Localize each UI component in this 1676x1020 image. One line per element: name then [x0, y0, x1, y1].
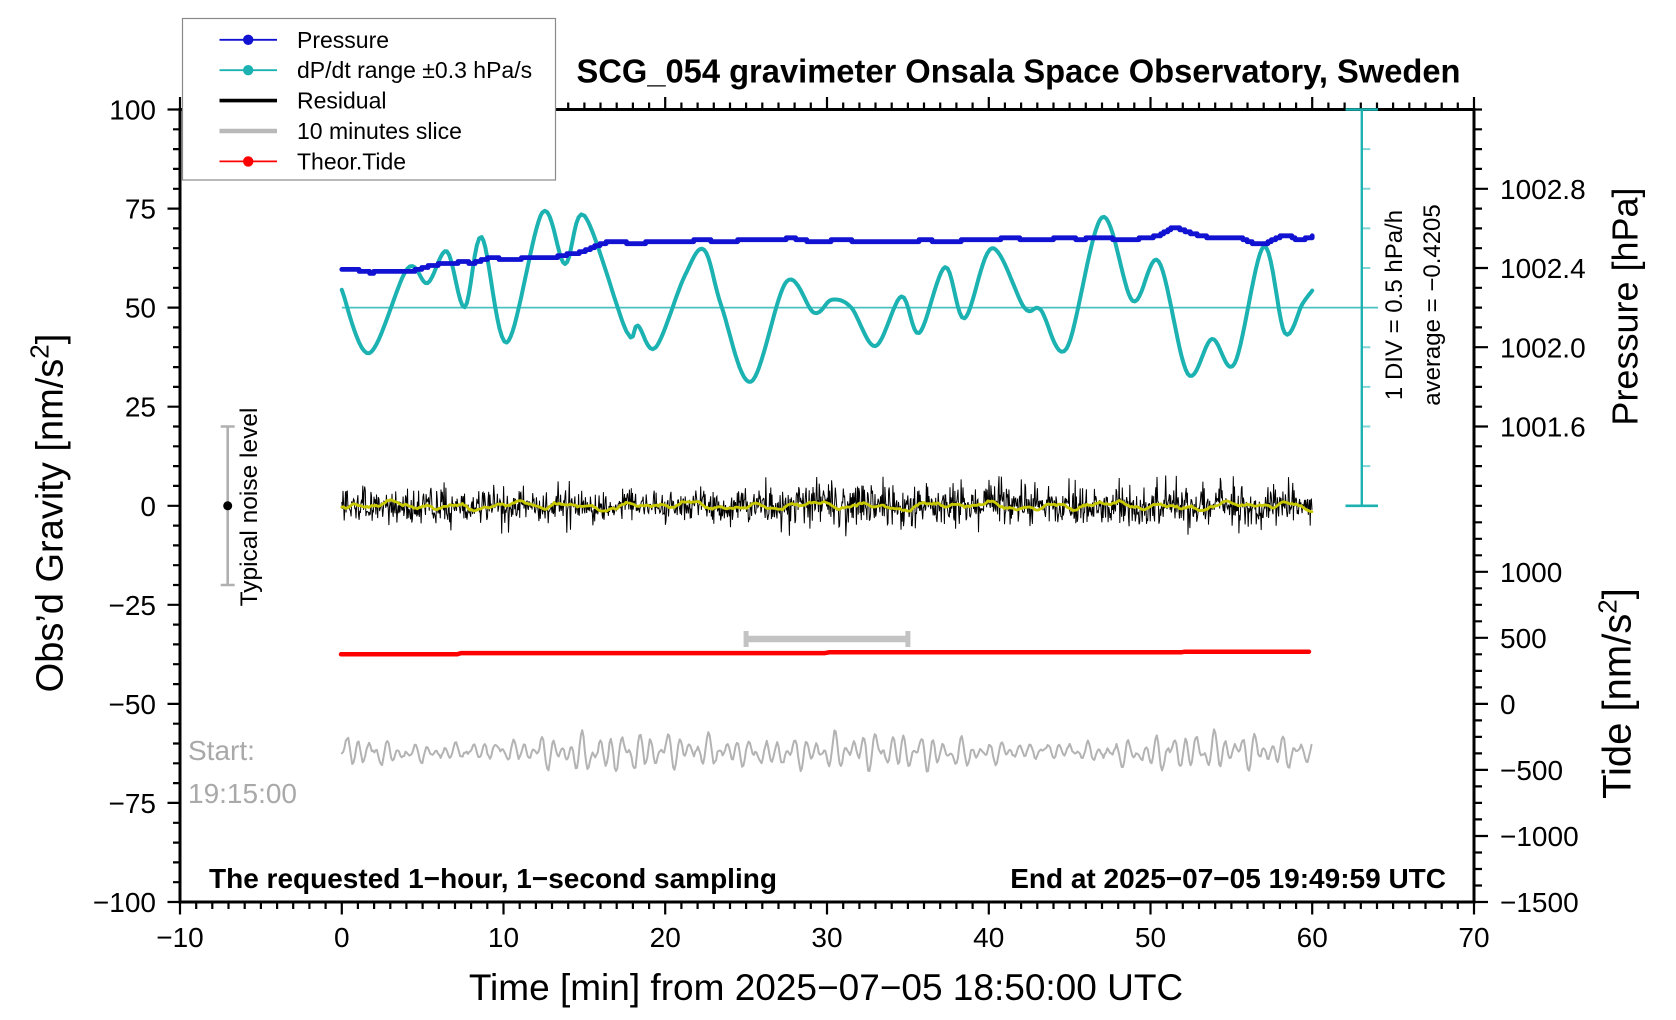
svg-text:Obs’d Gravity [nm/s2]: Obs’d Gravity [nm/s2] — [25, 334, 72, 693]
svg-text:Residual: Residual — [297, 88, 387, 114]
svg-text:The requested 1−hour, 1−second: The requested 1−hour, 1−second sampling — [209, 863, 777, 894]
svg-text:−100: −100 — [93, 887, 156, 918]
svg-text:50: 50 — [1135, 922, 1166, 953]
svg-text:Start:: Start: — [188, 735, 255, 766]
svg-text:40: 40 — [973, 922, 1004, 953]
svg-text:70: 70 — [1458, 922, 1489, 953]
svg-text:−1500: −1500 — [1500, 887, 1579, 918]
svg-text:75: 75 — [125, 194, 156, 225]
svg-text:60: 60 — [1297, 922, 1328, 953]
svg-text:Time [min] from 2025−07−05 18:: Time [min] from 2025−07−05 18:50:00 UTC — [469, 967, 1183, 1008]
svg-text:End at 2025−07−05 19:49:59 UTC: End at 2025−07−05 19:49:59 UTC — [1010, 863, 1446, 894]
svg-text:0: 0 — [140, 491, 156, 522]
svg-text:50: 50 — [125, 293, 156, 324]
svg-text:500: 500 — [1500, 623, 1547, 654]
svg-text:1002.4: 1002.4 — [1500, 253, 1586, 284]
svg-text:dP/dt range ±0.3 hPa/s: dP/dt range ±0.3 hPa/s — [297, 57, 532, 83]
svg-text:25: 25 — [125, 392, 156, 423]
svg-text:10: 10 — [488, 922, 519, 953]
svg-text:SCG_054 gravimeter Onsala Spac: SCG_054 gravimeter Onsala Space Observat… — [577, 53, 1461, 90]
svg-text:Tide [nm/s2]: Tide [nm/s2] — [1593, 588, 1640, 799]
svg-text:100: 100 — [109, 95, 156, 126]
svg-text:−500: −500 — [1500, 755, 1563, 786]
svg-text:average = −0.4205: average = −0.4205 — [1419, 204, 1446, 406]
svg-text:1002.8: 1002.8 — [1500, 174, 1586, 205]
svg-text:Pressure [hPa]: Pressure [hPa] — [1605, 187, 1646, 425]
svg-text:−1000: −1000 — [1500, 821, 1579, 852]
svg-text:1 DIV = 0.5 hPa/h: 1 DIV = 0.5 hPa/h — [1381, 210, 1408, 400]
svg-text:1002.0: 1002.0 — [1500, 332, 1586, 363]
svg-text:0: 0 — [1500, 689, 1516, 720]
svg-text:30: 30 — [811, 922, 842, 953]
svg-text:Pressure: Pressure — [297, 27, 389, 53]
svg-text:−50: −50 — [109, 689, 157, 720]
svg-text:Theor.Tide: Theor.Tide — [297, 148, 406, 174]
svg-text:19:15:00: 19:15:00 — [188, 778, 297, 809]
svg-text:−10: −10 — [156, 922, 204, 953]
svg-text:0: 0 — [334, 922, 350, 953]
svg-text:1000: 1000 — [1500, 557, 1562, 588]
svg-text:1001.6: 1001.6 — [1500, 412, 1586, 443]
svg-text:Typical noise level: Typical noise level — [236, 408, 263, 607]
svg-text:10 minutes slice: 10 minutes slice — [297, 118, 462, 144]
svg-text:−75: −75 — [109, 788, 157, 819]
svg-text:20: 20 — [650, 922, 681, 953]
svg-text:−25: −25 — [109, 590, 157, 621]
